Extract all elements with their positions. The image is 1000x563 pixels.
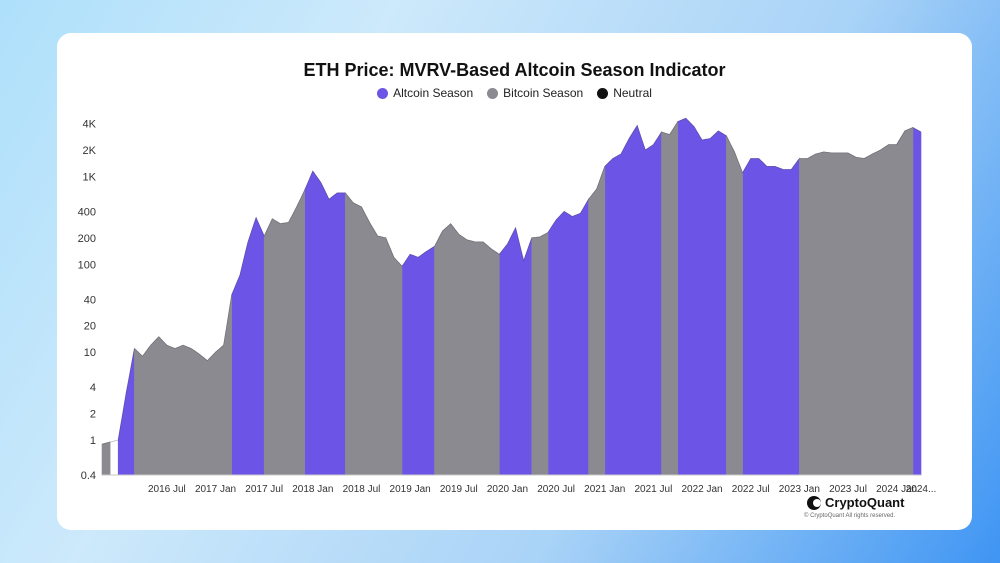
regime-area-altcoin-season: [499, 226, 533, 476]
regime-area-altcoin-season: [912, 126, 922, 476]
legend-item-neutral[interactable]: Neutral: [597, 86, 652, 100]
y-tick-label: 40: [84, 294, 96, 306]
y-tick-label: 4: [90, 382, 96, 394]
x-tick-label: 2020 Jul: [537, 484, 575, 495]
chart-title: ETH Price: MVRV-Based Altcoin Season Ind…: [303, 60, 726, 80]
x-tick-label: 2021 Jul: [634, 484, 672, 495]
y-tick-label: 100: [78, 259, 96, 271]
regime-area-bitcoin-season: [434, 223, 500, 476]
x-tick-label: 2017 Jan: [195, 484, 236, 495]
legend-item-altcoin-season[interactable]: Altcoin Season: [377, 86, 473, 100]
regime-area-altcoin-season: [547, 198, 589, 476]
x-tick-label: 2024...: [906, 484, 937, 495]
regime-area-bitcoin-season: [588, 166, 606, 476]
legend-label-neutral: Neutral: [613, 86, 652, 100]
regime-area-altcoin-season: [604, 124, 662, 476]
chart-legend: Altcoin Season Bitcoin Season Neutral: [57, 86, 972, 100]
x-tick-label: 2018 Jan: [292, 484, 333, 495]
y-tick-label: 2K: [83, 145, 97, 157]
x-tick-label: 2019 Jul: [440, 484, 478, 495]
y-tick-label: 400: [78, 206, 96, 218]
copyright-text: © CryptoQuant All rights reserved.: [804, 513, 896, 519]
y-tick-label: 2: [90, 409, 96, 421]
x-tick-label: 2020 Jan: [487, 484, 528, 495]
y-tick-label: 200: [78, 233, 96, 245]
regime-area-bitcoin-season: [726, 135, 743, 476]
x-tick-label: 2019 Jan: [390, 484, 431, 495]
legend-label-altcoin: Altcoin Season: [393, 86, 474, 100]
cryptoquant-logo-icon: [807, 495, 821, 510]
regime-area-bitcoin-season: [101, 441, 111, 476]
x-tick-label: 2016 Jul: [148, 484, 186, 495]
y-tick-label: 4K: [83, 119, 97, 131]
legend-item-bitcoin-season[interactable]: Bitcoin Season: [487, 86, 583, 100]
legend-label-bitcoin: Bitcoin Season: [503, 86, 584, 100]
y-tick-label: 1K: [83, 171, 97, 183]
x-tick-label: 2022 Jul: [732, 484, 770, 495]
y-tick-label: 20: [84, 321, 96, 333]
regime-area-altcoin-season: [117, 348, 135, 476]
legend-dot-altcoin: [377, 87, 389, 99]
x-tick-label: 2022 Jan: [681, 484, 722, 495]
regime-area-bitcoin-season: [661, 120, 678, 476]
x-tick-label: 2024 Jan: [876, 484, 917, 495]
regime-area-bitcoin-season: [799, 127, 914, 476]
x-tick-label: 2018 Jul: [343, 484, 381, 495]
regime-area-bitcoin-season: [345, 192, 403, 476]
y-tick-label: 10: [84, 347, 96, 359]
regime-area-altcoin-season: [677, 117, 727, 476]
y-tick-label: 1: [90, 435, 96, 447]
price-line: [101, 117, 922, 445]
y-tick-label: 0.4: [81, 470, 96, 482]
x-tick-label: 2023 Jul: [829, 484, 867, 495]
regime-area-altcoin-season: [401, 245, 435, 476]
brand-name: CryptoQuant: [825, 495, 905, 510]
regime-area-bitcoin-season: [134, 294, 232, 476]
x-tick-label: 2017 Jul: [245, 484, 283, 495]
x-tick-label: 2023 Jan: [779, 484, 820, 495]
price-chart-plot: 0.4 1 2 4 10 20 40 100 200 400 1K 2K 4K 2016 Jul 2017 …: [78, 117, 937, 495]
regime-area-bitcoin-season: [263, 189, 305, 476]
brand-logo: CryptoQuant: [807, 495, 904, 510]
regime-area-altcoin-season: [231, 216, 265, 476]
chart-card: ETH Price: MVRV-Based Altcoin Season Ind…: [57, 33, 972, 530]
legend-dot-neutral: [597, 87, 609, 99]
regime-area-altcoin-season: [304, 170, 346, 476]
x-tick-label: 2021 Jan: [584, 484, 625, 495]
legend-dot-bitcoin: [487, 87, 499, 99]
regime-area-altcoin-season: [742, 157, 800, 476]
regime-area-bitcoin-season: [531, 231, 549, 476]
